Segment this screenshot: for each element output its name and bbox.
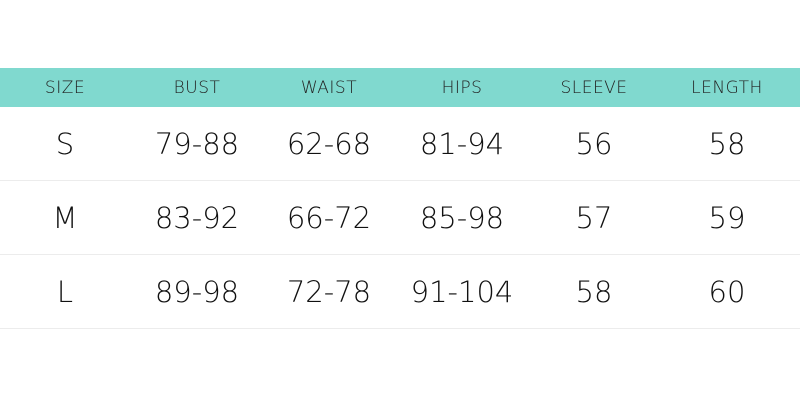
cell-size: S: [55, 126, 75, 161]
header-hips: HIPS: [441, 77, 483, 98]
cell-hips: 85-98: [419, 200, 505, 235]
cell-length: 60: [708, 274, 746, 309]
cell-size: M: [52, 200, 78, 235]
cell-hips: 81-94: [419, 126, 505, 161]
cell-sleeve: 56: [575, 126, 613, 161]
cell-hips: 91-104: [410, 274, 514, 309]
cell-bust: 79-88: [154, 126, 240, 161]
cell-waist: 72-78: [286, 274, 372, 309]
cell-sleeve: 58: [575, 274, 613, 309]
cell-length: 58: [708, 126, 746, 161]
table-row: S 79-88 62-68 81-94 56 58: [0, 107, 800, 181]
header-length: LENGTH: [691, 77, 763, 98]
header-sleeve: SLEEVE: [560, 77, 628, 98]
table-header: SIZE BUST WAIST HIPS SLEEVE LENGTH: [0, 68, 800, 107]
cell-length: 59: [708, 200, 746, 235]
cell-waist: 66-72: [286, 200, 372, 235]
header-size: SIZE: [44, 77, 86, 98]
cell-bust: 83-92: [154, 200, 240, 235]
table-row: L 89-98 72-78 91-104 58 60: [0, 255, 800, 329]
cell-sleeve: 57: [575, 200, 613, 235]
header-bust: BUST: [173, 77, 221, 98]
cell-bust: 89-98: [154, 274, 240, 309]
cell-size: L: [56, 274, 74, 309]
header-waist: WAIST: [300, 77, 358, 98]
size-chart-table: SIZE BUST WAIST HIPS SLEEVE LENGTH S 79-…: [0, 68, 800, 329]
cell-waist: 62-68: [286, 126, 372, 161]
table-row: M 83-92 66-72 85-98 57 59: [0, 181, 800, 255]
